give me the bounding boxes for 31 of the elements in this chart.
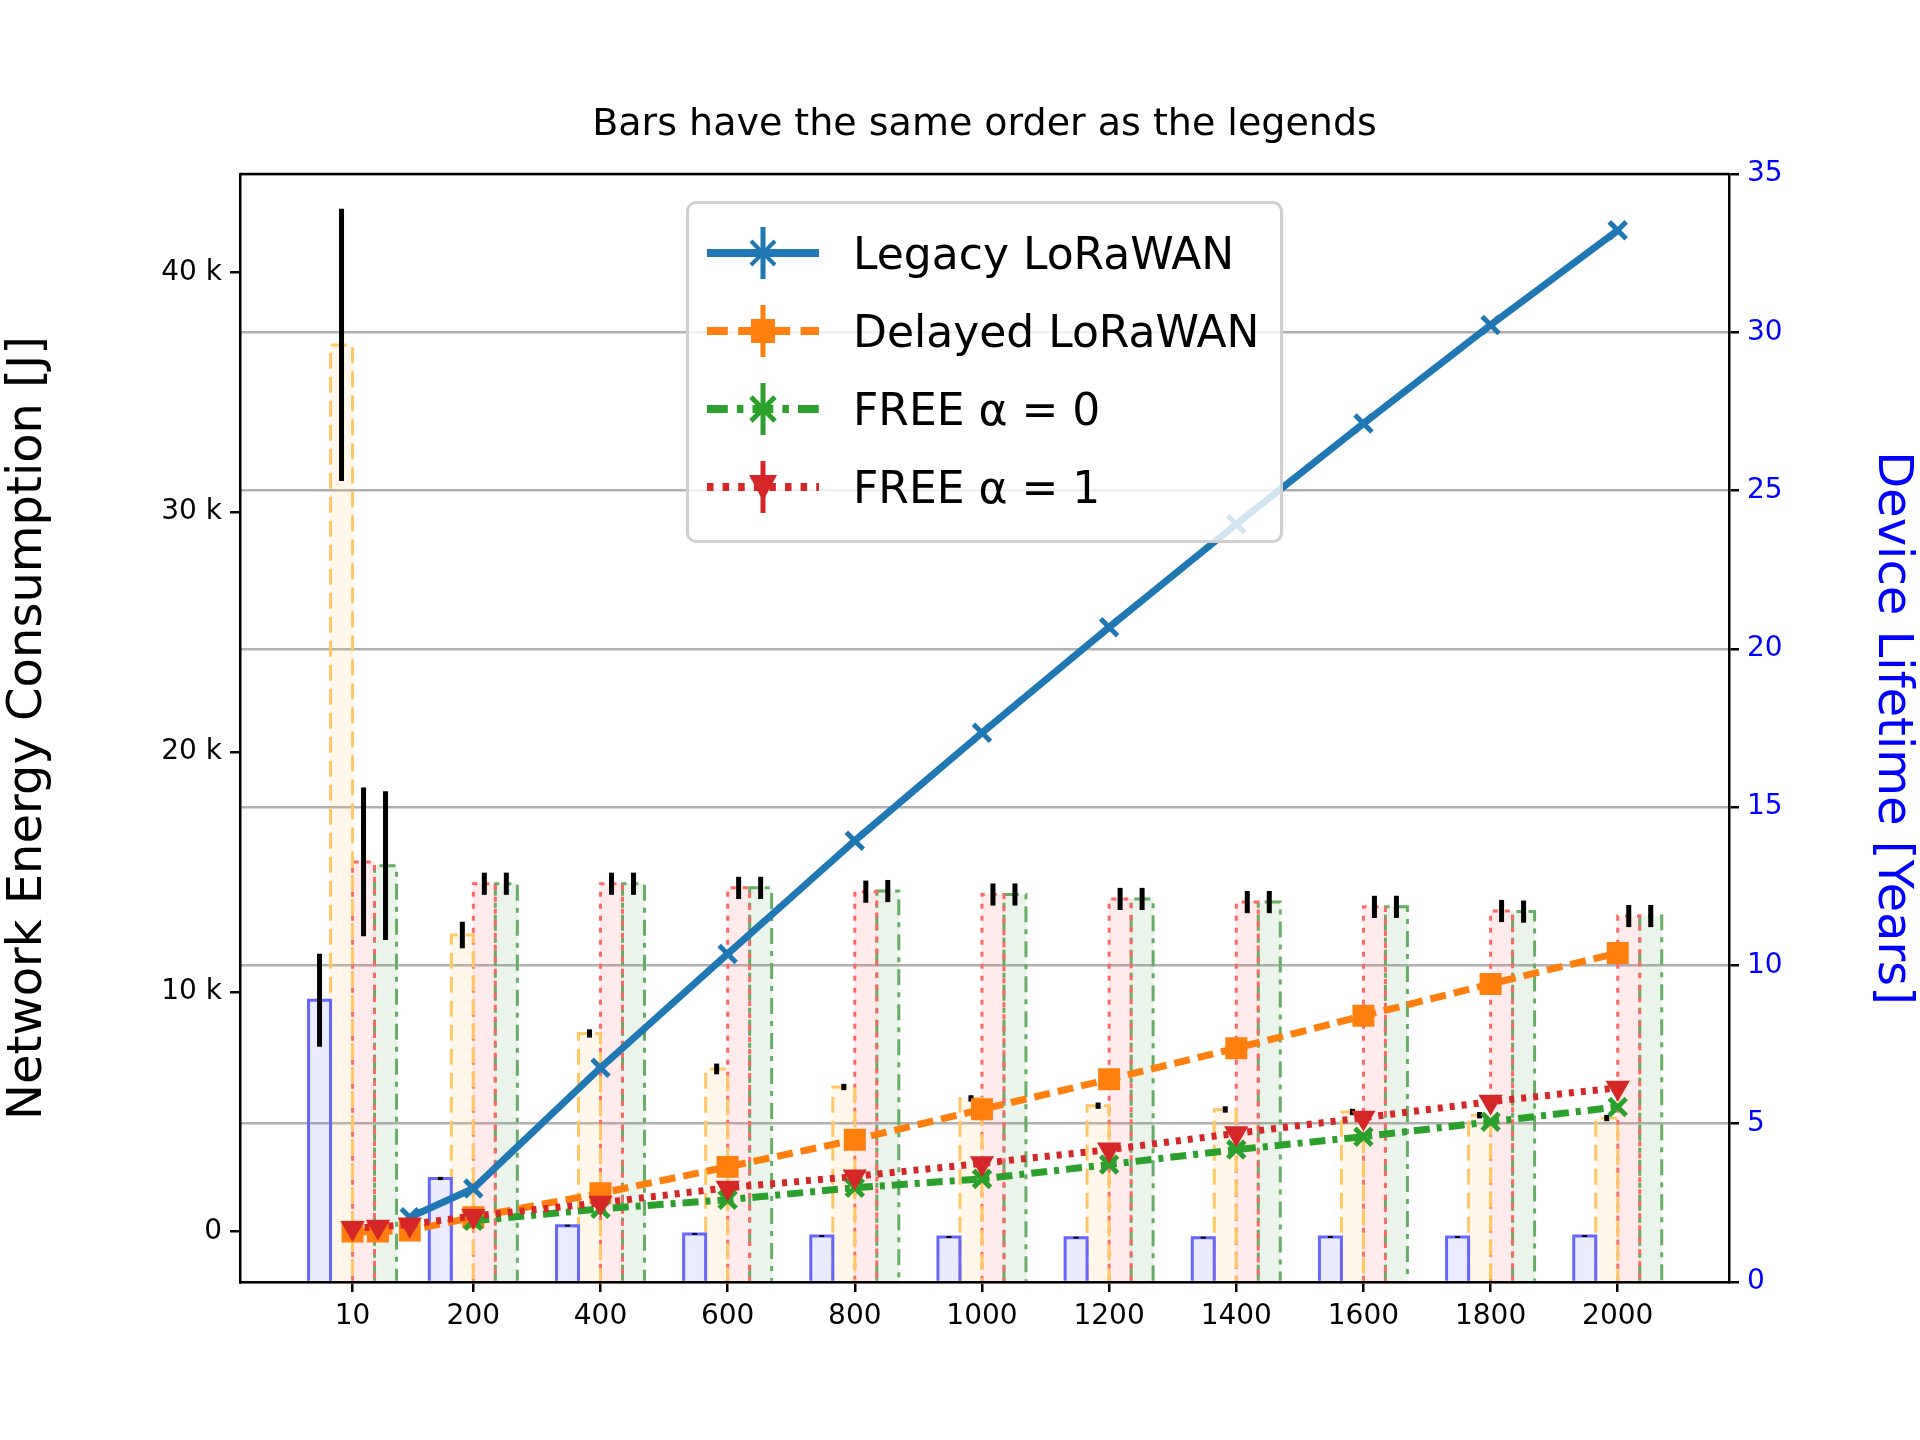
y-tick-label: 0 (204, 1212, 222, 1246)
y2-tick-label: 25 (1747, 471, 1783, 505)
x-tick-label: 1600 (1327, 1298, 1400, 1332)
y2-tick-label: 5 (1747, 1105, 1765, 1138)
y-tick-label: 30 k (161, 493, 223, 527)
x-tick-label: 200 (446, 1298, 501, 1332)
x-tick-label: 10 (334, 1298, 371, 1332)
legend-label: Delayed LoRaWAN (853, 305, 1260, 357)
legend-label: FREE α = 1 (853, 461, 1101, 513)
x-tick-label: 1400 (1200, 1298, 1272, 1332)
y2-tick-label: 35 (1747, 155, 1783, 189)
y-tick-label: 40 k (161, 253, 223, 287)
y-tick-label: 20 k (161, 733, 223, 767)
y2-tick-label: 10 (1747, 946, 1783, 980)
y-axis-title: Network Energy Consumption [J] (0, 336, 53, 1120)
x-tick-label: 1800 (1454, 1298, 1527, 1332)
chart-title: Bars have the same order as the legends (592, 100, 1377, 144)
x-tick-label: 1000 (946, 1298, 1018, 1332)
x-tick-label: 1200 (1073, 1298, 1145, 1332)
y2-axis-title: Device Lifetime [Years] (1867, 451, 1920, 1005)
y2-tick-label: 30 (1747, 313, 1783, 347)
y2-tick-label: 0 (1747, 1263, 1765, 1297)
x-tick-label: 400 (573, 1298, 628, 1332)
legend-label: Legacy LoRaWAN (853, 227, 1235, 279)
legend-label: FREE α = 0 (853, 383, 1101, 435)
y2-tick-label: 15 (1747, 788, 1783, 822)
y2-tick-label: 20 (1747, 630, 1783, 664)
x-tick-label: 800 (828, 1298, 882, 1332)
x-tick-label: 600 (700, 1298, 755, 1332)
y-tick-label: 10 k (161, 973, 223, 1007)
x-tick-label: 2000 (1582, 1298, 1654, 1332)
